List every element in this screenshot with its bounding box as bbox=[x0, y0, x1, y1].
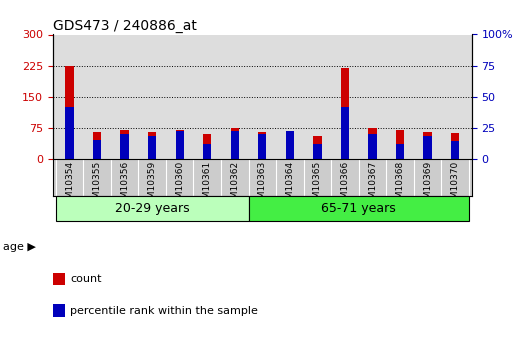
Text: GSM10356: GSM10356 bbox=[120, 160, 129, 210]
Text: GSM10354: GSM10354 bbox=[65, 160, 74, 210]
Bar bbox=[175, 131, 184, 159]
Text: GSM10361: GSM10361 bbox=[203, 160, 212, 210]
Text: GDS473 / 240886_at: GDS473 / 240886_at bbox=[53, 19, 197, 33]
Text: age ▶: age ▶ bbox=[3, 242, 36, 252]
Text: 20-29 years: 20-29 years bbox=[115, 202, 190, 215]
Bar bbox=[203, 144, 211, 159]
Bar bbox=[65, 107, 74, 159]
Text: GSM10365: GSM10365 bbox=[313, 160, 322, 210]
Text: GSM10363: GSM10363 bbox=[258, 160, 267, 210]
Bar bbox=[175, 130, 184, 159]
Bar bbox=[258, 132, 267, 159]
Bar bbox=[258, 134, 267, 159]
Bar bbox=[120, 130, 129, 159]
Text: GSM10364: GSM10364 bbox=[285, 160, 294, 210]
Text: GSM10355: GSM10355 bbox=[93, 160, 102, 210]
Bar bbox=[451, 133, 460, 159]
Bar bbox=[56, 196, 249, 221]
Bar bbox=[341, 68, 349, 159]
Bar bbox=[313, 136, 322, 159]
Bar bbox=[313, 144, 322, 159]
Bar bbox=[368, 128, 377, 159]
Bar bbox=[148, 132, 156, 159]
Bar bbox=[451, 141, 460, 159]
Text: GSM10369: GSM10369 bbox=[423, 160, 432, 210]
Text: GSM10366: GSM10366 bbox=[340, 160, 349, 210]
Bar bbox=[148, 136, 156, 159]
Bar bbox=[341, 107, 349, 159]
Text: GSM10362: GSM10362 bbox=[231, 160, 240, 210]
Bar bbox=[93, 132, 101, 159]
Bar bbox=[231, 131, 239, 159]
Bar bbox=[120, 134, 129, 159]
Text: GSM10359: GSM10359 bbox=[148, 160, 157, 210]
Text: GSM10368: GSM10368 bbox=[395, 160, 404, 210]
Bar bbox=[249, 196, 469, 221]
Bar bbox=[368, 134, 377, 159]
Bar bbox=[396, 144, 404, 159]
Bar bbox=[423, 136, 432, 159]
Bar bbox=[286, 130, 294, 159]
Bar bbox=[396, 130, 404, 159]
Text: GSM10367: GSM10367 bbox=[368, 160, 377, 210]
Text: GSM10360: GSM10360 bbox=[175, 160, 184, 210]
Text: count: count bbox=[70, 275, 101, 284]
Bar bbox=[286, 131, 294, 159]
Bar bbox=[423, 132, 432, 159]
Text: percentile rank within the sample: percentile rank within the sample bbox=[70, 306, 258, 315]
Bar bbox=[65, 66, 74, 159]
Text: 65-71 years: 65-71 years bbox=[321, 202, 396, 215]
Bar bbox=[203, 134, 211, 159]
Text: GSM10370: GSM10370 bbox=[450, 160, 460, 210]
Bar bbox=[231, 128, 239, 159]
Bar bbox=[93, 140, 101, 159]
